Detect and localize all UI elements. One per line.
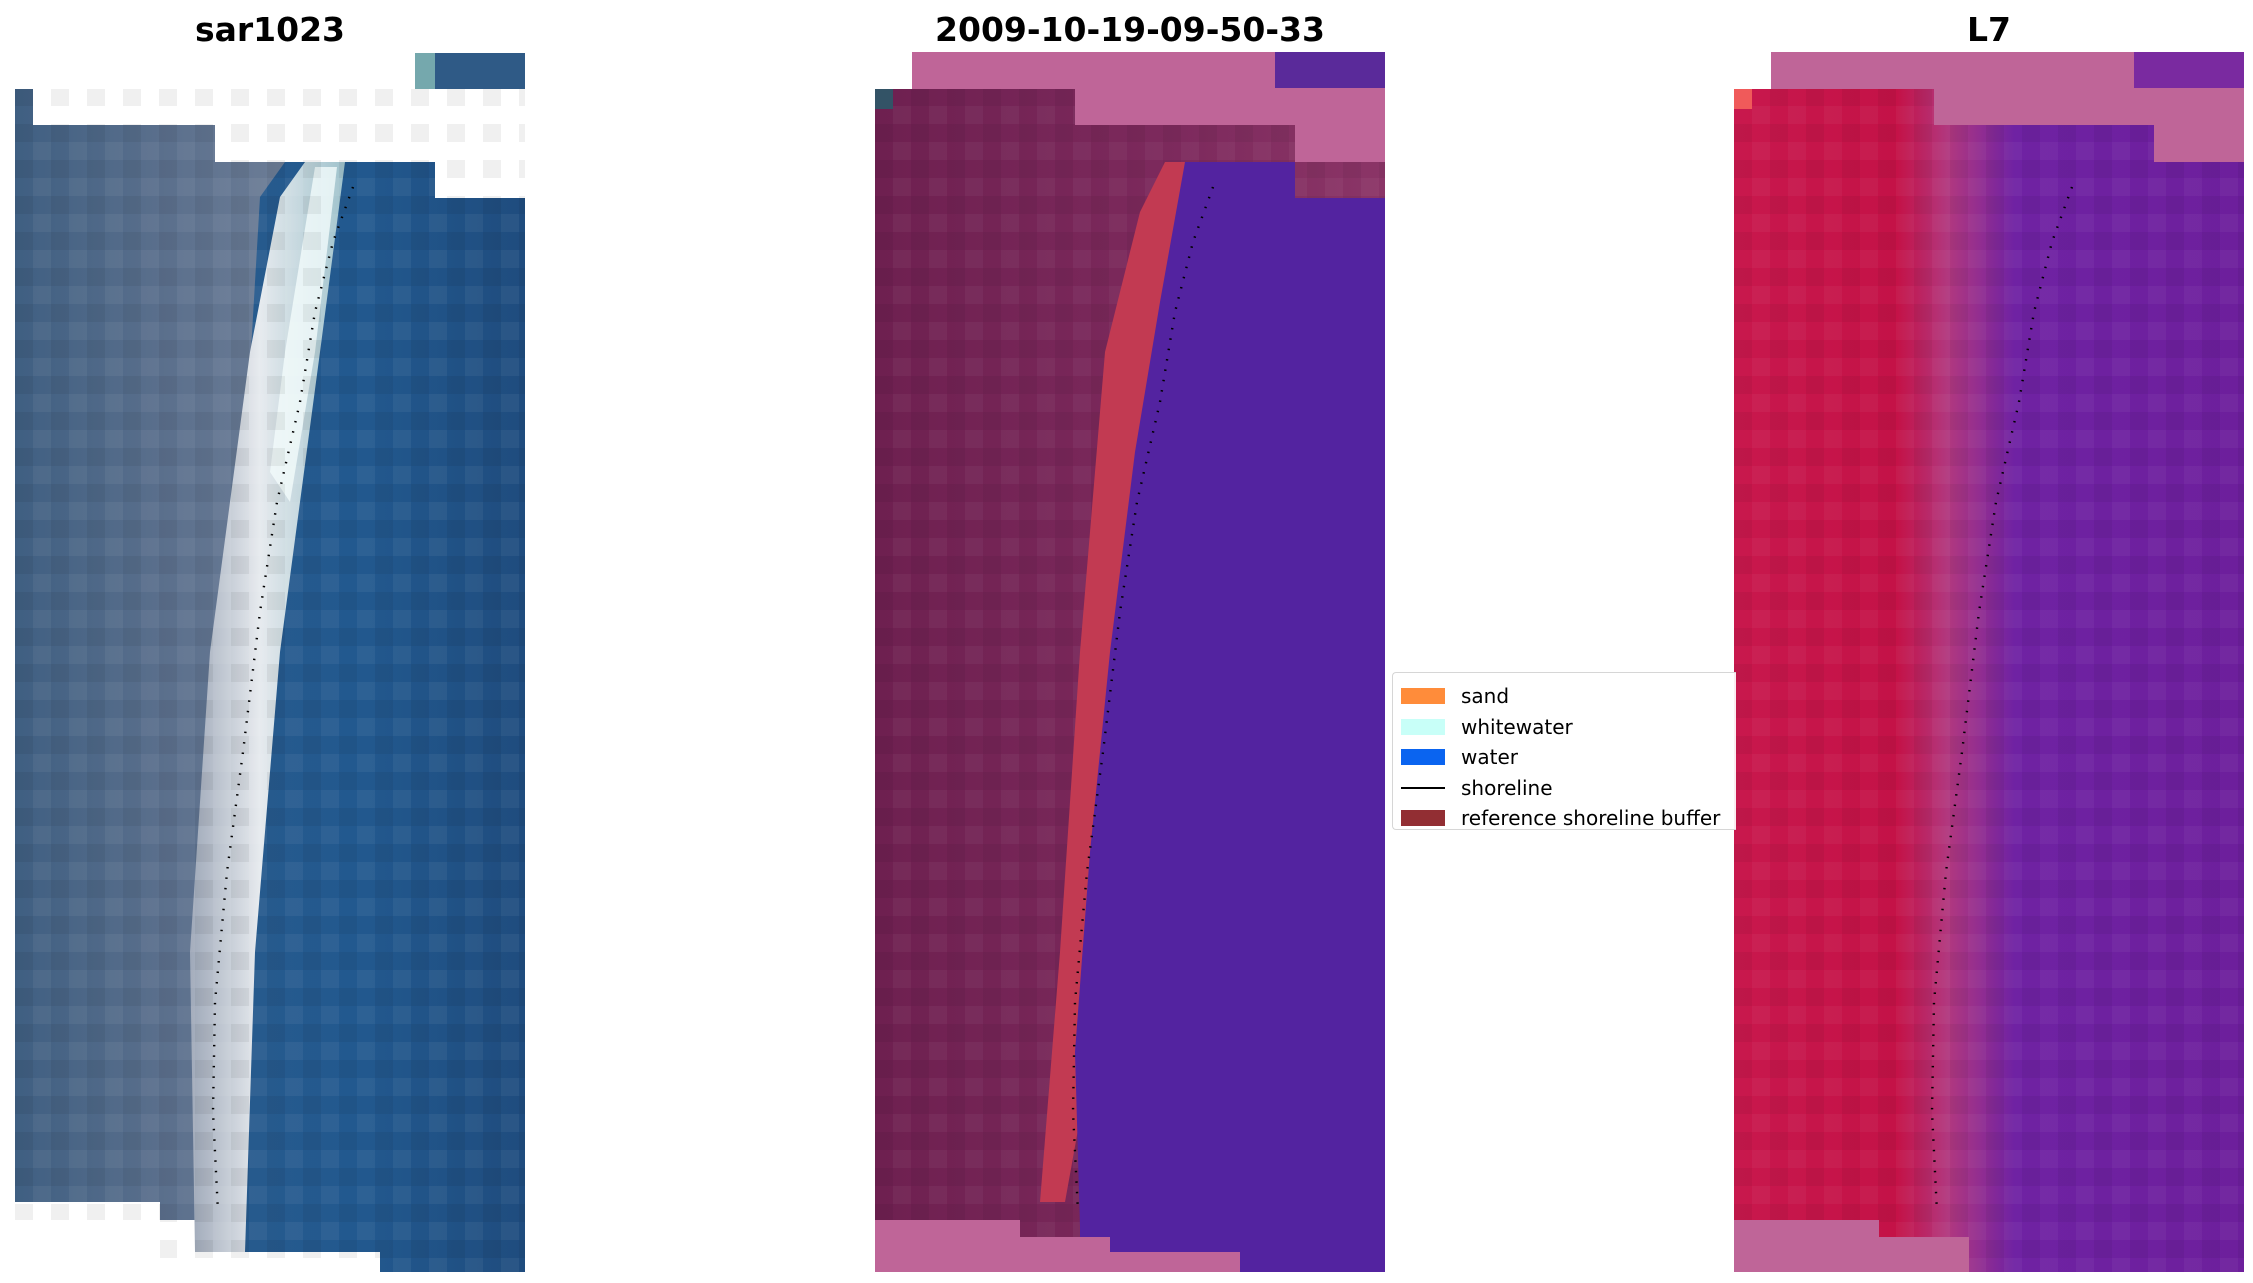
legend-label: shoreline <box>1461 775 1553 800</box>
panel-title-classified: 2009-10-19-09-50-33 <box>935 10 1325 49</box>
legend-item-shoreline: shoreline <box>1401 773 1736 804</box>
cloud-mask <box>1752 52 2244 162</box>
legend-label: water <box>1461 745 1518 770</box>
legend-label: whitewater <box>1461 714 1573 739</box>
classified-image <box>875 52 1385 1272</box>
legend-label: sand <box>1461 684 1510 709</box>
legend-item-reference-buffer: reference shoreline buffer <box>1401 803 1736 830</box>
satellite-rgb-image <box>15 53 525 1272</box>
legend: sand whitewater water shoreline referenc… <box>1392 672 1736 830</box>
legend-item-water: water <box>1401 742 1736 773</box>
legend-item-sand: sand <box>1401 681 1736 712</box>
legend-swatch-reference-buffer <box>1401 810 1445 827</box>
cloud-mask-bottom <box>1734 1220 1969 1272</box>
legend-label: reference shoreline buffer <box>1461 806 1721 830</box>
cloud-mask <box>893 52 1385 162</box>
panel-title-rgb: sar1023 <box>194 10 346 49</box>
water-area <box>1075 162 1385 1272</box>
legend-line-shoreline <box>1401 786 1445 789</box>
panel-title-index: L7 <box>1967 10 2011 49</box>
legend-swatch-whitewater <box>1401 718 1445 735</box>
legend-swatch-water <box>1401 749 1445 766</box>
cloud-mask-bottom <box>875 1220 1240 1272</box>
legend-item-whitewater: whitewater <box>1401 712 1736 743</box>
legend-swatch-sand <box>1401 688 1445 705</box>
index-image <box>1734 52 2244 1272</box>
